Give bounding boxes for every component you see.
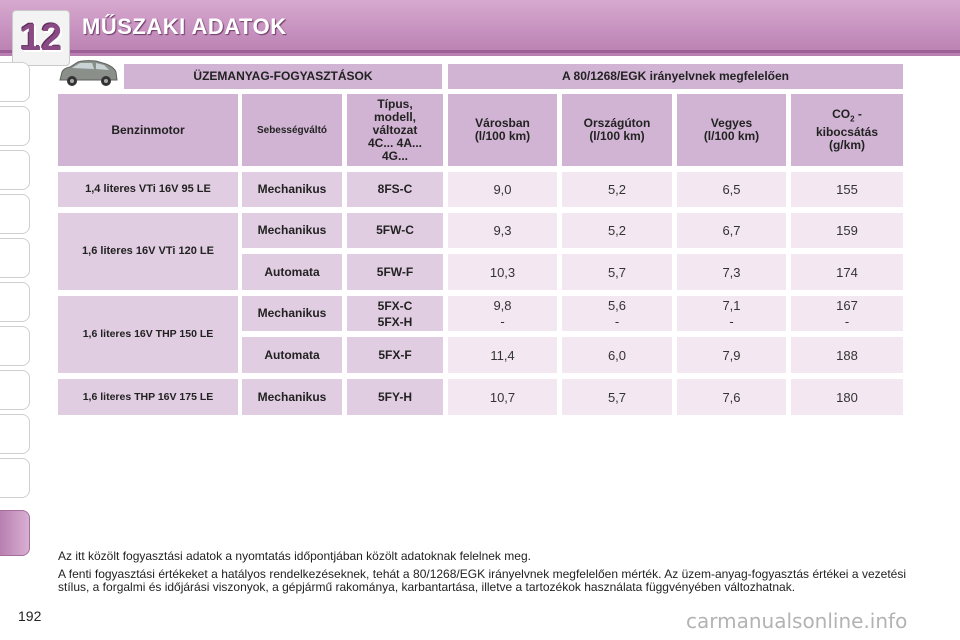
watermark: carmanualsonline.info [686,609,908,633]
col-type: Típus, modell, változat 4C... 4A... 4G..… [347,94,443,166]
row-urban-3: 10,3 [448,254,557,290]
row-extra-4: 5,6 - [562,296,672,331]
row-combined-1: 6,5 [677,172,786,207]
row-gearbox-4: Mechanikus [242,296,342,331]
band-directive: A 80/1268/EGK irányelvnek megfelelően [448,64,903,89]
row-engine-4: 1,6 literes 16V THP 150 LE [58,296,238,373]
row-type-3: 5FW-F [347,254,443,290]
side-tab-1[interactable] [0,62,30,102]
row-gearbox-1: Mechanikus [242,172,342,207]
page-title: MŰSZAKI ADATOK [82,14,287,39]
side-tab-5[interactable] [0,238,30,278]
col-gearbox: Sebességváltó [242,94,342,166]
row-co2-1: 155 [791,172,903,207]
page-number: 192 [18,608,42,624]
row-urban-4: 9,8 - [448,296,557,331]
row-urban-5: 11,4 [448,337,557,373]
row-co2-2: 159 [791,213,903,248]
row-gearbox-3: Automata [242,254,342,290]
row-co2-5: 188 [791,337,903,373]
side-tab-8[interactable] [0,370,30,410]
col-combined: Vegyes (l/100 km) [677,94,786,166]
row-co2-6: 180 [791,379,903,415]
notes: Az itt közölt fogyasztási adatok a nyomt… [58,550,906,599]
row-urban-6: 10,7 [448,379,557,415]
row-engine-6: 1,6 literes THP 16V 175 LE [58,379,238,415]
side-tab-2[interactable] [0,106,30,146]
col-urban: Városban (l/100 km) [448,94,557,166]
row-combined-4: 7,1 - [677,296,786,331]
row-extra-1: 5,2 [562,172,672,207]
row-combined-2: 6,7 [677,213,786,248]
side-tab-3[interactable] [0,150,30,190]
row-gearbox-6: Mechanikus [242,379,342,415]
row-type-4: 5FX-C 5FX-H [347,296,443,331]
chapter-number: 12 [19,17,63,59]
row-urban-2: 9,3 [448,213,557,248]
car-icon [59,60,118,86]
header-band [0,0,960,56]
row-engine-1: 1,4 literes VTi 16V 95 LE [58,172,238,207]
side-tab-4[interactable] [0,194,30,234]
side-tab-7[interactable] [0,326,30,366]
row-type-6: 5FY-H [347,379,443,415]
side-tab-6[interactable] [0,282,30,322]
row-co2-4: 167 - [791,296,903,331]
header-divider [0,50,960,53]
co2-rest: - kibocsátás (g/km) [815,107,879,152]
row-combined-5: 7,9 [677,337,786,373]
side-tab-active[interactable] [0,510,30,556]
row-co2-3: 174 [791,254,903,290]
row-combined-3: 7,3 [677,254,786,290]
row-extra-5: 6,0 [562,337,672,373]
col-extra-urban: Országúton (l/100 km) [562,94,672,166]
row-type-1: 8FS-C [347,172,443,207]
row-extra-2: 5,2 [562,213,672,248]
row-combined-6: 7,6 [677,379,786,415]
co2-sub: 2 [850,114,855,124]
col-engine: Benzinmotor [58,94,238,166]
band-fuel-consumption: ÜZEMANYAG-FOGYASZTÁSOK [124,64,442,89]
chapter-tab [12,10,70,66]
note-1: Az itt közölt fogyasztási adatok a nyomt… [58,549,531,563]
row-gearbox-5: Automata [242,337,342,373]
row-engine-2: 1,6 literes 16V VTi 120 LE [58,213,238,290]
row-extra-3: 5,7 [562,254,672,290]
row-type-2: 5FW-C [347,213,443,248]
note-2: A fenti fogyasztási értékeket a hatályos… [58,567,906,594]
row-extra-6: 5,7 [562,379,672,415]
row-urban-1: 9,0 [448,172,557,207]
co2-main: CO [832,107,851,122]
col-co2: CO2 - kibocsátás (g/km) [791,94,903,166]
row-gearbox-2: Mechanikus [242,213,342,248]
side-tab-9[interactable] [0,414,30,454]
side-tab-10[interactable] [0,458,30,498]
row-type-5: 5FX-F [347,337,443,373]
